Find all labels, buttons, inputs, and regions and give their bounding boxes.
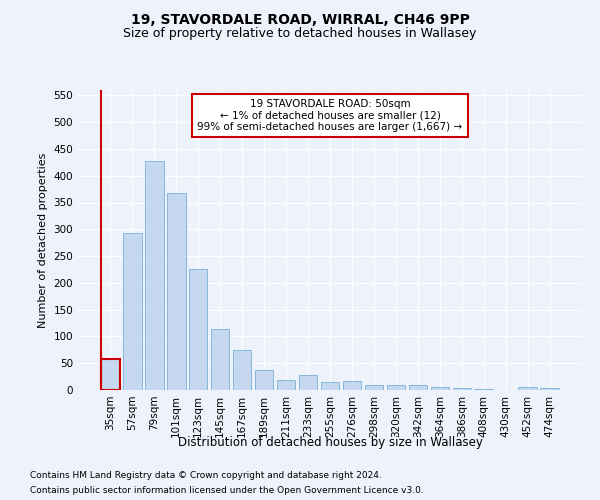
Bar [255,370,274,390]
Text: Distribution of detached houses by size in Wallasey: Distribution of detached houses by size … [178,436,482,449]
Bar [167,194,185,390]
Bar [409,385,427,390]
Bar [123,233,142,390]
Bar [189,270,208,390]
Bar [299,375,317,390]
Text: 19 STAVORDALE ROAD: 50sqm
← 1% of detached houses are smaller (12)
99% of semi-d: 19 STAVORDALE ROAD: 50sqm ← 1% of detach… [197,99,463,132]
Bar [101,360,119,390]
Bar [518,387,537,390]
Bar [386,384,405,390]
Y-axis label: Number of detached properties: Number of detached properties [38,152,48,328]
Bar [211,330,229,390]
Text: Contains public sector information licensed under the Open Government Licence v3: Contains public sector information licen… [30,486,424,495]
Text: Contains HM Land Registry data © Crown copyright and database right 2024.: Contains HM Land Registry data © Crown c… [30,471,382,480]
Bar [431,387,449,390]
Text: 19, STAVORDALE ROAD, WIRRAL, CH46 9PP: 19, STAVORDALE ROAD, WIRRAL, CH46 9PP [131,12,469,26]
Bar [343,382,361,390]
Bar [452,388,471,390]
Bar [320,382,340,390]
Bar [277,380,295,390]
Bar [233,350,251,390]
Bar [541,388,559,390]
Bar [145,160,164,390]
Text: Size of property relative to detached houses in Wallasey: Size of property relative to detached ho… [124,28,476,40]
Bar [365,384,383,390]
